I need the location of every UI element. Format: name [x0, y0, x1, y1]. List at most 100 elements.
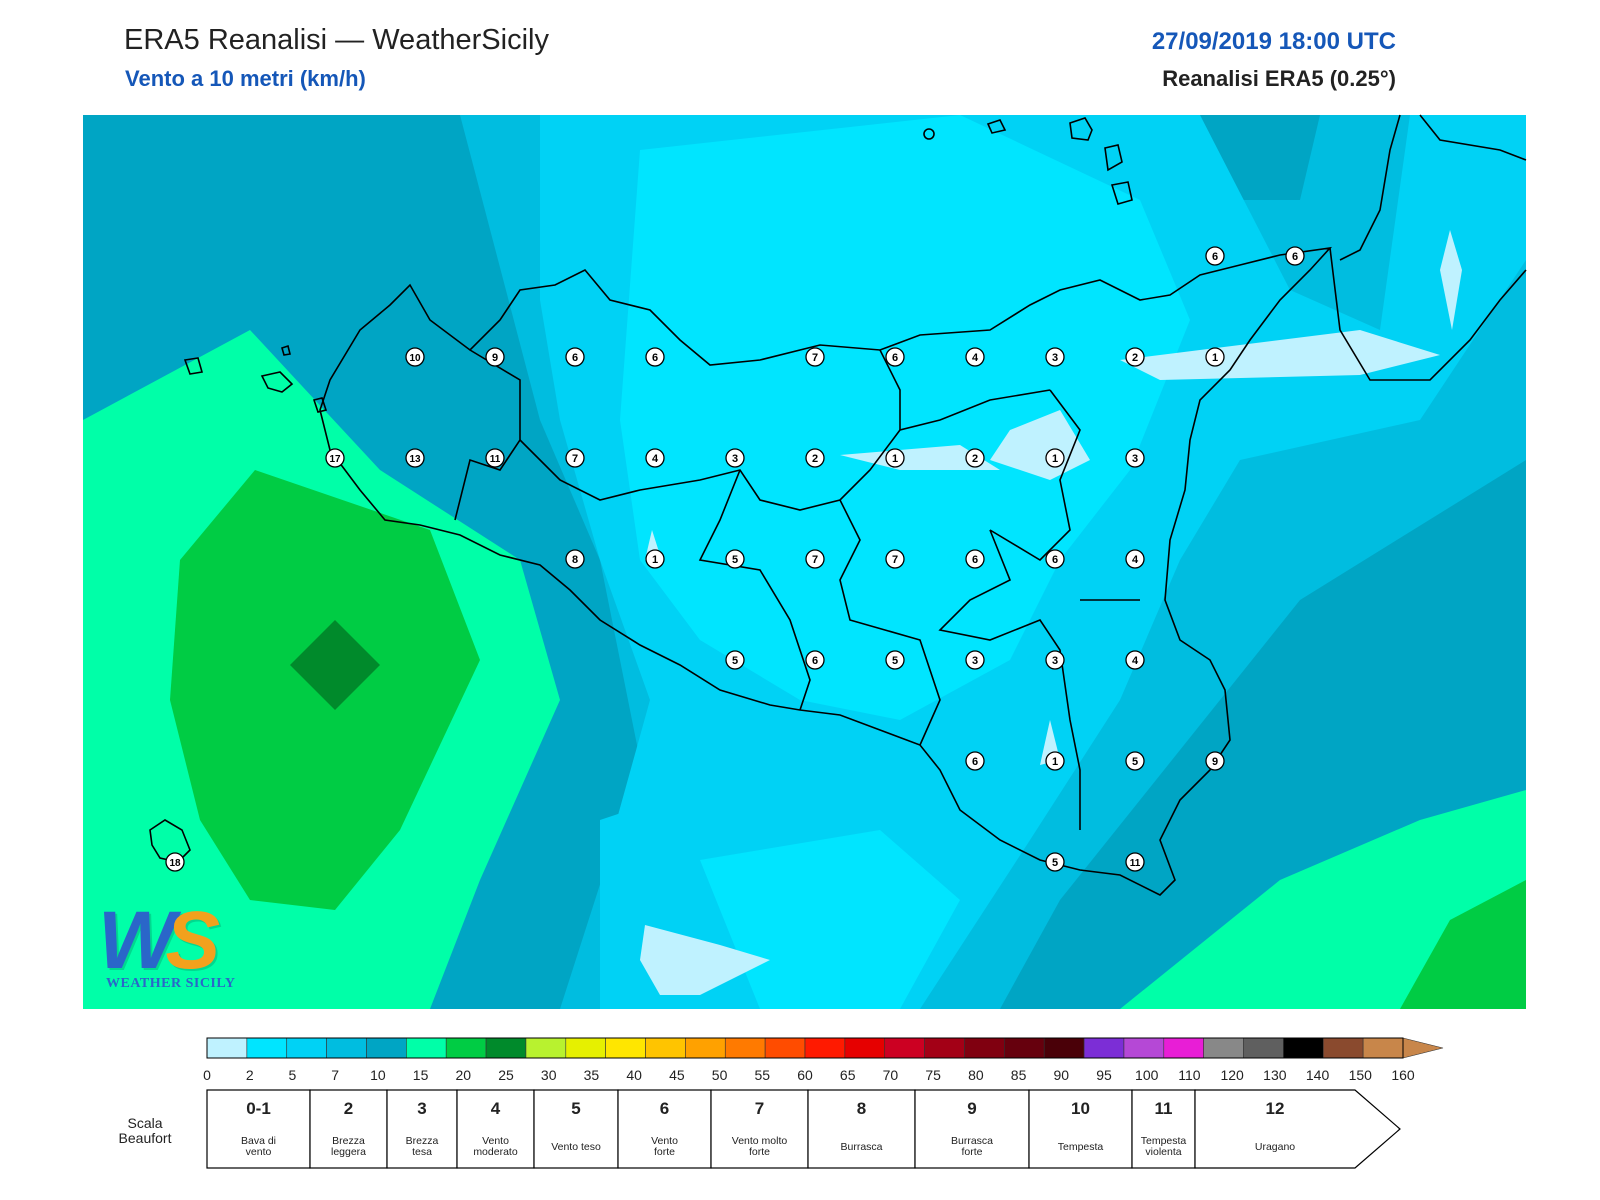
station-marker: 5: [725, 549, 745, 569]
station-value: 2: [972, 453, 978, 465]
station-value: 5: [1132, 756, 1138, 768]
wind-field: [83, 115, 1526, 1009]
station-value: 6: [572, 352, 578, 364]
station-value: 1: [1052, 453, 1058, 465]
station-marker: 18: [165, 852, 185, 872]
station-value: 4: [1132, 554, 1139, 566]
station-marker: 6: [805, 650, 825, 670]
weathersicily-logo: WS WEATHER SICILY: [98, 895, 258, 998]
station-value: 7: [812, 352, 818, 364]
station-marker: 3: [965, 650, 985, 670]
station-value: 3: [732, 453, 738, 465]
data-source: Reanalisi ERA5 (0.25°): [1162, 66, 1396, 91]
station-marker: 8: [565, 549, 585, 569]
station-marker: 1: [1045, 448, 1065, 468]
coastline: [319, 114, 1527, 896]
station-value: 8: [572, 554, 578, 566]
station-value: 10: [409, 353, 421, 364]
station-value: 5: [892, 655, 898, 667]
station-marker: 6: [965, 549, 985, 569]
station-value: 7: [892, 554, 898, 566]
station-marker: 6: [1285, 246, 1305, 266]
station-marker: 9: [1205, 751, 1225, 771]
station-marker: 1: [645, 549, 665, 569]
station-marker: 2: [805, 448, 825, 468]
station-marker: 4: [1125, 549, 1145, 569]
station-markers: 6 610 9 6 6 7 6 4 3 2 117 13 11 7 4 3 2 1 2 1 38 1 5 7 7 6 6 45 6 5 3 3…: [165, 246, 1305, 872]
station-marker: 5: [1045, 852, 1065, 872]
station-marker: 1: [1045, 751, 1065, 771]
map-date: 27/09/2019 18:00 UTC: [1151, 28, 1396, 55]
station-value: 6: [1292, 251, 1298, 263]
station-marker: 9: [485, 347, 505, 367]
station-marker: 17: [325, 448, 345, 468]
station-value: 3: [972, 655, 978, 667]
station-value: 3: [1132, 453, 1138, 465]
map-title: ERA5 Reanalisi — WeatherSicily: [124, 24, 549, 56]
station-value: 1: [1212, 352, 1218, 364]
station-marker: 7: [805, 347, 825, 367]
station-value: 4: [972, 352, 979, 364]
station-value: 2: [812, 453, 818, 465]
station-value: 1: [892, 453, 898, 465]
station-value: 3: [1052, 352, 1058, 364]
station-value: 11: [490, 454, 501, 465]
station-value: 6: [972, 554, 978, 566]
station-marker: 2: [965, 448, 985, 468]
logo-name: WEATHER SICILY: [106, 976, 236, 991]
station-value: 4: [1132, 655, 1139, 667]
station-value: 11: [1130, 858, 1141, 869]
station-marker: 4: [645, 448, 665, 468]
station-marker: 3: [1045, 650, 1065, 670]
station-marker: 10: [405, 347, 425, 367]
logo-mark: WS: [98, 895, 220, 986]
station-marker: 7: [885, 549, 905, 569]
station-marker: 5: [885, 650, 905, 670]
station-value: 6: [652, 352, 658, 364]
station-value: 1: [652, 554, 658, 566]
station-value: 9: [1212, 756, 1218, 768]
station-marker: 2: [1125, 347, 1145, 367]
station-marker: 5: [1125, 751, 1145, 771]
station-value: 6: [972, 756, 978, 768]
station-value: 6: [1052, 554, 1058, 566]
station-marker: 6: [565, 347, 585, 367]
station-marker: 4: [1125, 650, 1145, 670]
station-value: 1: [1052, 756, 1058, 768]
station-marker: 7: [805, 549, 825, 569]
station-value: 5: [1052, 857, 1058, 869]
station-value: 6: [812, 655, 818, 667]
station-value: 5: [732, 655, 738, 667]
station-marker: 6: [885, 347, 905, 367]
station-value: 17: [329, 454, 341, 465]
station-marker: 6: [1205, 246, 1225, 266]
islands: [149, 117, 1133, 863]
station-marker: 11: [1125, 852, 1145, 872]
station-marker: 7: [565, 448, 585, 468]
station-marker: 3: [1125, 448, 1145, 468]
station-value: 7: [572, 453, 578, 465]
station-marker: 4: [965, 347, 985, 367]
station-marker: 1: [1205, 347, 1225, 367]
station-marker: 11: [485, 448, 505, 468]
station-marker: 6: [645, 347, 665, 367]
station-marker: 3: [1045, 347, 1065, 367]
station-marker: 1: [885, 448, 905, 468]
station-marker: 3: [725, 448, 745, 468]
station-value: 9: [492, 352, 498, 364]
station-marker: 5: [725, 650, 745, 670]
station-value: 6: [892, 352, 898, 364]
station-value: 6: [1212, 251, 1218, 263]
station-value: 2: [1132, 352, 1138, 364]
station-value: 7: [812, 554, 818, 566]
station-value: 18: [169, 858, 181, 869]
station-value: 5: [732, 554, 738, 566]
station-marker: 6: [965, 751, 985, 771]
station-value: 13: [409, 454, 421, 465]
station-marker: 13: [405, 448, 425, 468]
station-value: 4: [652, 453, 659, 465]
station-marker: 6: [1045, 549, 1065, 569]
map-subtitle: Vento a 10 metri (km/h): [125, 66, 366, 91]
station-value: 3: [1052, 655, 1058, 667]
